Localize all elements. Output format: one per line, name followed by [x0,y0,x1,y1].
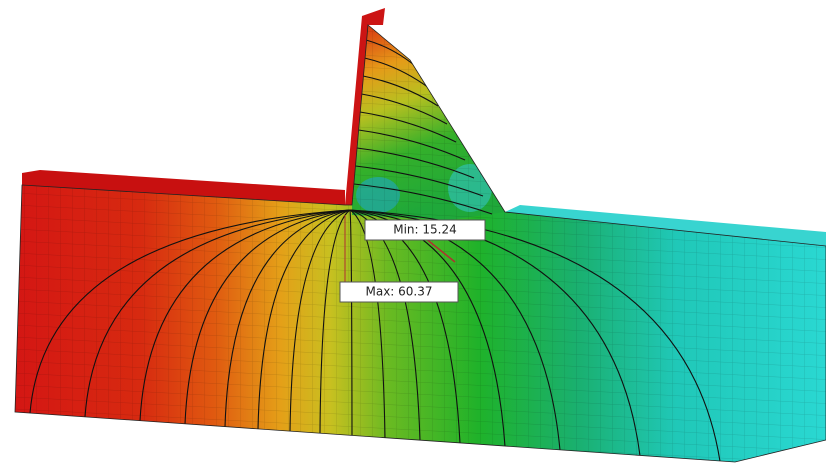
contour [349,209,461,444]
min-label: Min: 15.24 [393,223,457,237]
contour [364,57,430,89]
contour [84,209,351,417]
contour [29,209,351,414]
contour [257,209,351,430]
contour [359,111,457,143]
contour [224,209,351,427]
contour [289,209,351,432]
contour [356,147,475,179]
contour [349,209,561,451]
leader [424,237,456,263]
max-label: Max: 60.37 [365,285,432,299]
max-label-box [339,281,459,303]
min-label-box [364,219,486,241]
contour [349,209,506,447]
contour [355,165,484,197]
contour [184,209,351,424]
contour [139,209,351,421]
contour [349,209,641,456]
contour-lines [29,39,721,462]
contour [319,209,351,434]
contour [358,129,466,161]
contour [361,93,448,125]
contour [349,209,353,436]
contour [362,75,439,107]
dam-side [345,8,385,205]
slab-top [22,170,345,205]
contour [353,183,493,215]
contour [349,209,386,438]
outline [14,24,826,463]
contour [349,209,421,441]
slab-top-right [505,205,826,246]
